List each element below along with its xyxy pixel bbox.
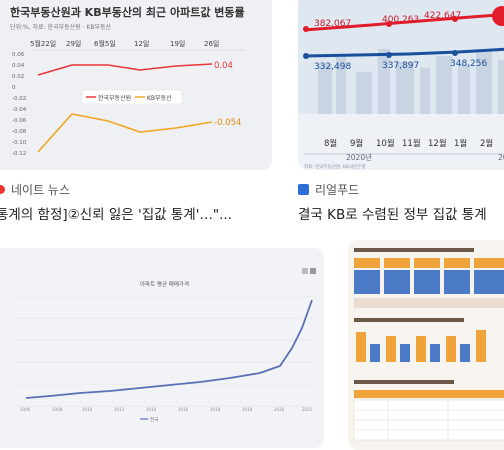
svg-text:2020: 2020 (274, 407, 285, 412)
series-korea-real-estate-line (37, 63, 213, 76)
thumb1-heading: 한국부동산원과 KB부동산의 최근 아파트값 변동률 (10, 5, 245, 19)
series-bottom-line (303, 47, 504, 58)
end-label-korea: 0.04 (214, 61, 233, 71)
value-top-2: 400,263 (382, 15, 419, 25)
result-title-1[interactable]: 통계의 함정]②신뢰 잃은 '집값 통계'…"... (0, 207, 232, 223)
y-tick-label: -0.08 (12, 129, 27, 135)
y-tick-label: 0 (12, 85, 16, 91)
legend-kb: KB부동산 (147, 94, 172, 102)
source-name-2: 리얼푸드 (315, 183, 360, 197)
svg-text:2006: 2006 (20, 407, 31, 412)
month-label: 10월 (376, 138, 395, 149)
series-top-line (303, 12, 504, 32)
value-bottom-2: 337,897 (382, 61, 419, 71)
y-tick-label: 0.02 (12, 74, 24, 80)
svg-text:2018: 2018 (210, 407, 221, 412)
y-tick-label: -0.02 (12, 96, 26, 102)
value-bottom-1: 332,498 (314, 62, 351, 72)
svg-text:2019: 2019 (242, 407, 253, 412)
y-tick-label: -0.06 (12, 118, 27, 124)
year-label-2020: 2020년 (346, 152, 372, 162)
thumbnail-chart-prices: 382,067 400,263 422,647 332,498 337,897 … (298, 0, 504, 170)
date-label: 26일 (204, 39, 219, 48)
month-label: 8월 (324, 138, 337, 149)
thumbnail-infographic (348, 240, 504, 450)
result-source-2[interactable]: 리얼푸드 (298, 181, 359, 198)
result-thumbnail-2[interactable]: 382,067 400,263 422,647 332,498 337,897 … (298, 0, 504, 170)
year-label-next: 202 (498, 153, 504, 162)
result-thumbnail-1[interactable]: 한국부동산원과 KB부동산의 최근 아파트값 변동률 단위:%, 자료: 한국부… (0, 0, 272, 170)
y-tick-label: -0.10 (12, 140, 27, 146)
month-label: 9월 (350, 138, 363, 149)
average-price-line (25, 299, 313, 399)
month-label: 1월 (454, 138, 467, 149)
result-title-2[interactable]: 결국 KB로 수렴된 정부 집값 통계 (298, 207, 487, 223)
date-label: 19일 (170, 39, 185, 48)
svg-text:2021: 2021 (302, 407, 313, 412)
y-tick-label: -0.12 (12, 151, 26, 157)
svg-text:2008: 2008 (52, 407, 63, 412)
result-thumbnail-3[interactable]: 아파트 평균 매매가격 2006 2008 2010 2012 2014 2016 20… (0, 248, 324, 448)
value-top-1: 382,067 (314, 19, 351, 29)
result-source-1[interactable]: 네이트 뉴스 (0, 181, 70, 198)
thumbnail-chart-rates: 한국부동산원과 KB부동산의 최근 아파트값 변동률 단위:%, 자료: 한국부… (0, 0, 272, 170)
thumb3-legend: 전국 (150, 416, 158, 423)
y-tick-label: 0.04 (12, 63, 25, 69)
thumb1-date-labels: 5월22일 29일 6월5일 12일 19일 26일 (30, 39, 219, 48)
value-bottom-3: 348,256 (450, 59, 487, 69)
date-label: 12일 (134, 39, 149, 48)
svg-text:2012: 2012 (114, 407, 125, 412)
y-tick-label: -0.04 (12, 107, 27, 113)
end-label-kb: -0.054 (214, 118, 241, 128)
svg-text:2010: 2010 (82, 407, 93, 412)
month-label: 11월 (402, 138, 421, 149)
series-kb-line (37, 113, 213, 153)
svg-text:2014: 2014 (146, 407, 157, 412)
thumb2-month-labels: 8월9월10월11월12월1월2월3월 (324, 138, 493, 149)
date-label: 6월5일 (94, 39, 116, 48)
date-label: 29일 (66, 39, 81, 48)
svg-text:2016: 2016 (178, 407, 189, 412)
month-label: 2월 (480, 138, 493, 149)
value-top-3: 422,647 (424, 11, 461, 21)
thumb2-credit: 자료: 한국부동산원, KB국민은행 (304, 163, 366, 170)
source-name-1: 네이트 뉴스 (11, 183, 71, 197)
thumbnail-chart-average-price: 아파트 평균 매매가격 2006 2008 2010 2012 2014 2016 20… (0, 248, 324, 448)
thumb3-heading: 아파트 평균 매매가격 (140, 280, 189, 288)
thumb1-y-ticks: 0.06 0.04 0.02 0 -0.02 -0.04 -0.06 -0.08 -0.10 -0… (12, 52, 27, 157)
legend-korea: 한국부동산원 (98, 94, 131, 102)
realfood-logo-icon (298, 184, 309, 195)
month-label: 12월 (428, 138, 447, 149)
date-label: 5월22일 (30, 39, 56, 48)
nate-logo-icon (0, 185, 5, 194)
y-tick-label: 0.06 (12, 52, 25, 58)
result-thumbnail-4[interactable] (348, 240, 504, 450)
thumb1-sub: 단위:%, 자료: 한국부동산원 · KB부동산 (10, 23, 111, 31)
